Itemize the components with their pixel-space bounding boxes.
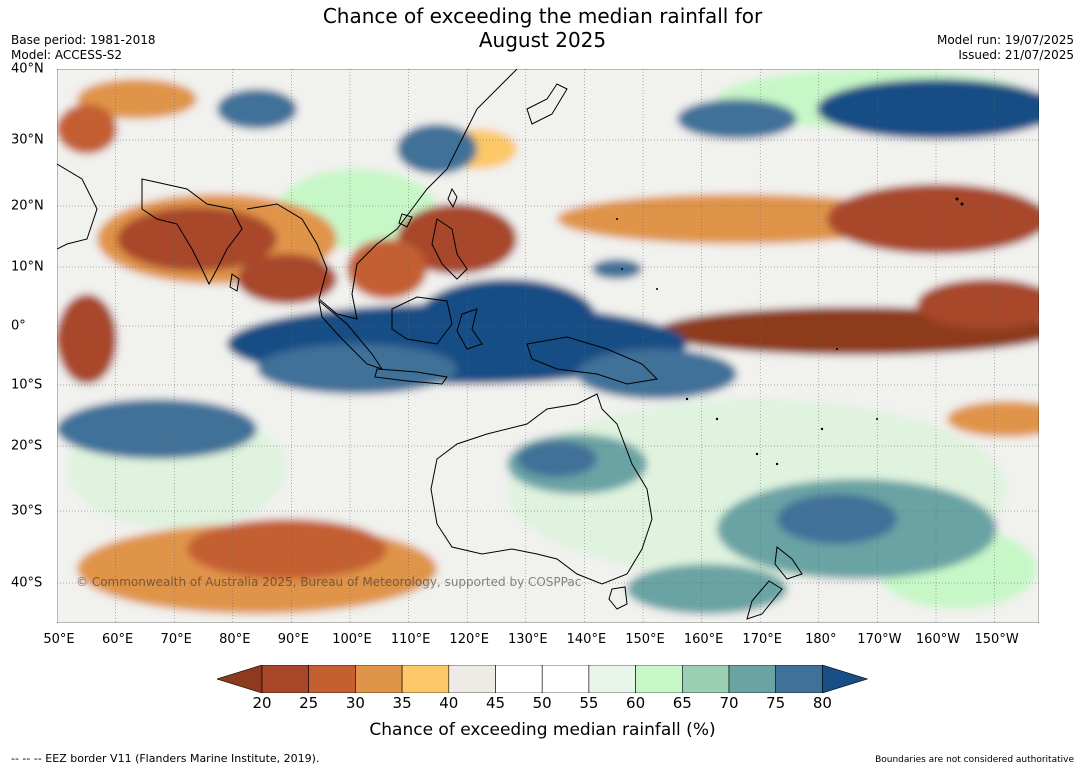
lon-label: 60°E	[101, 632, 134, 647]
model-run: Model run: 19/07/2025	[936, 33, 1074, 47]
colorbar-tick: 25	[299, 694, 319, 712]
lat-label: 0°	[11, 318, 26, 334]
map-title: Chance of exceeding the median rainfall …	[0, 4, 1085, 52]
copyright-notice: © Commonwealth of Australia 2025, Bureau…	[76, 575, 582, 589]
colorbar-tick: 45	[485, 694, 506, 712]
boundaries-note: Boundaries are not considered authoritat…	[875, 755, 1074, 765]
meta-right: Model run: 19/07/2025 Issued: 21/07/2025	[937, 33, 1074, 63]
grid-lines	[57, 69, 1039, 623]
lon-label: 160°W	[915, 632, 961, 647]
colorbar-tick: 40	[439, 694, 459, 712]
colorbar	[217, 665, 869, 693]
lon-label: 90°E	[277, 632, 310, 647]
lon-label: 150°E	[625, 632, 665, 647]
lat-label: 10°N	[11, 259, 44, 275]
colorbar-segment	[681, 665, 730, 693]
lat-label: 30°N	[11, 132, 44, 148]
lat-label: 20°N	[11, 198, 44, 214]
colorbar-label: Chance of exceeding median rainfall (%)	[369, 720, 716, 740]
colorbar-segment	[775, 665, 823, 693]
colorbar-tick: 60	[626, 694, 646, 712]
colorbar-tick: 70	[719, 694, 739, 712]
lon-label: 170°W	[857, 632, 902, 647]
colorbar-tick: 20	[252, 694, 272, 712]
lon-label: 130°E	[508, 632, 548, 647]
colorbar-segment	[401, 665, 450, 693]
lon-label: 180°	[805, 632, 837, 647]
colorbar-tick: 55	[579, 694, 599, 712]
lon-label: 150°W	[974, 632, 1019, 647]
eez-border-note: -- -- -- EEZ border V11 (Flanders Marine…	[11, 752, 320, 765]
lat-label: 10°S	[11, 377, 43, 393]
coastlines	[57, 69, 803, 620]
colorbar-tick: 35	[392, 694, 412, 712]
lon-label: 140°E	[566, 632, 607, 647]
colorbar-segment	[448, 665, 496, 693]
lon-label: 50°E	[43, 632, 75, 647]
lon-label: 110°E	[390, 632, 431, 647]
colorbar-tick: 65	[672, 694, 692, 712]
colorbar-tick: 50	[532, 694, 552, 712]
lon-label: 120°E	[449, 632, 489, 647]
lon-label: 160°E	[683, 632, 724, 647]
lon-label: 80°E	[219, 632, 251, 647]
title-line-1: Chance of exceeding the median rainfall …	[322, 4, 763, 28]
colorbar-segment	[355, 665, 403, 693]
colorbar-tick: 80	[812, 694, 832, 712]
colorbar-tick: 75	[766, 694, 786, 712]
lon-label: 100°E	[332, 632, 372, 647]
colorbar-segment	[261, 665, 310, 693]
colorbar-segment	[588, 665, 636, 693]
colorbar-min-arrow	[217, 665, 263, 693]
colorbar-segment	[635, 665, 683, 693]
lat-label: 40°S	[11, 575, 43, 591]
colorbar-segment	[541, 665, 590, 693]
pacific-islands	[616, 197, 964, 466]
lon-label: 70°E	[160, 632, 192, 647]
colorbar-segment	[728, 665, 777, 693]
colorbar-tick: 30	[345, 694, 365, 712]
meta-left: Base period: 1981-2018 Model: ACCESS-S2	[11, 33, 156, 63]
base-period: Base period: 1981-2018	[11, 33, 156, 47]
lon-label: 170°E	[742, 632, 782, 647]
title-line-2: August 2025	[478, 28, 607, 52]
colorbar-segment	[495, 665, 543, 693]
lat-label: 20°S	[11, 438, 43, 454]
colorbar-segment	[308, 665, 356, 693]
lat-label: 40°N	[11, 61, 44, 77]
issued-date: Issued: 21/07/2025	[958, 48, 1074, 62]
colorbar-max-arrow	[822, 665, 869, 693]
lat-label: 30°S	[11, 503, 43, 519]
model-name: Model: ACCESS-S2	[11, 48, 123, 62]
rainfall-map	[57, 69, 1039, 623]
